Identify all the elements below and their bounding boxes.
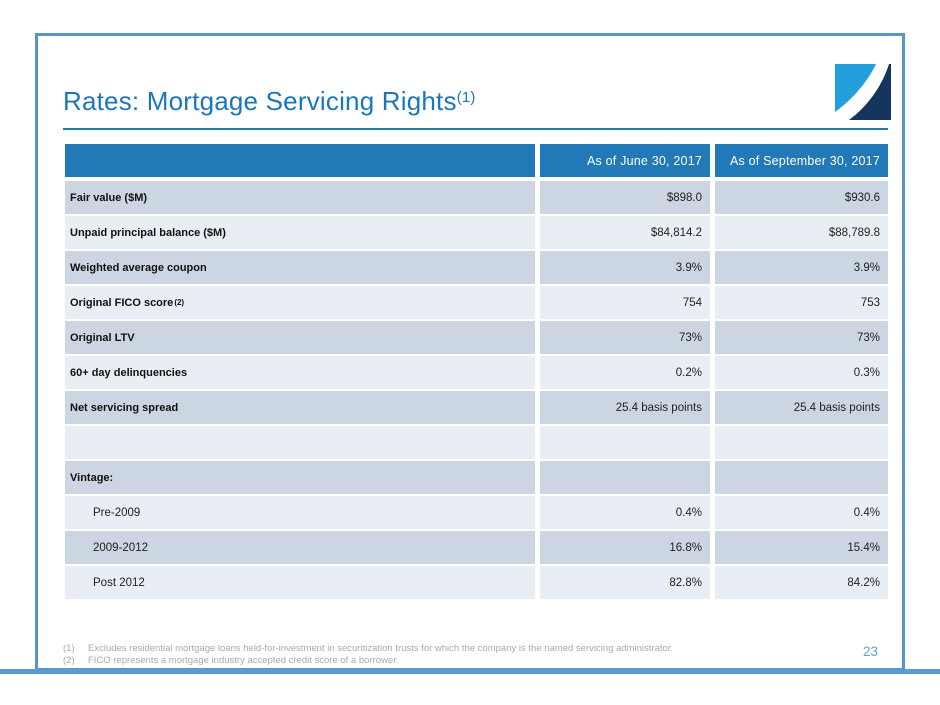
row-label: 60+ day delinquencies — [65, 356, 535, 389]
table-row: Unpaid principal balance ($M) $84,814.2 $8… — [65, 216, 888, 249]
value-jun30: 3.9% — [540, 251, 710, 284]
value-sep30: 73% — [715, 321, 888, 354]
table-row — [65, 426, 888, 459]
footnote-2: (2) FICO represents a mortgage industry … — [63, 655, 823, 667]
footnote-2-text: FICO represents a mortgage industry acce… — [88, 655, 399, 666]
footnote-1: (1) Excludes residential mortgage loans … — [63, 643, 823, 655]
footnotes: (1) Excludes residential mortgage loans … — [63, 643, 823, 667]
value-jun30: 73% — [540, 321, 710, 354]
table-row: 2009-2012 16.8% 15.4% — [65, 531, 888, 564]
page-title-footnote-ref: (1) — [456, 89, 476, 106]
bottom-accent-bar — [0, 669, 940, 674]
row-label-footnote-ref: (2) — [174, 298, 185, 307]
value-jun30: 25.4 basis points — [540, 391, 710, 424]
footnote-1-marker: (1) — [63, 643, 75, 654]
value-jun30 — [540, 426, 710, 459]
table-body: Fair value ($M) $898.0 $930.6 Unpaid princi… — [65, 181, 888, 599]
table-row: Original LTV 73% 73% — [65, 321, 888, 354]
value-sep30 — [715, 426, 888, 459]
row-label: Pre-2009 — [65, 496, 535, 529]
value-jun30: 0.2% — [540, 356, 710, 389]
table-header-row: As of June 30, 2017 As of September 30, … — [65, 144, 888, 177]
title-divider — [63, 128, 888, 130]
value-sep30: 3.9% — [715, 251, 888, 284]
table-row: 60+ day delinquencies 0.2% 0.3% — [65, 356, 888, 389]
value-jun30: $84,814.2 — [540, 216, 710, 249]
row-label: Weighted average coupon — [65, 251, 535, 284]
company-logo — [835, 64, 891, 120]
table-row: Post 2012 82.8% 84.2% — [65, 566, 888, 599]
slide-frame: Rates: Mortgage Servicing Rights(1) As o… — [35, 33, 905, 671]
row-label: Original FICO score (2) — [65, 286, 535, 319]
footnote-2-marker: (2) — [63, 655, 75, 666]
value-jun30: 82.8% — [540, 566, 710, 599]
table-row: Pre-2009 0.4% 0.4% — [65, 496, 888, 529]
value-sep30: $930.6 — [715, 181, 888, 214]
footnote-1-text: Excludes residential mortgage loans held… — [88, 643, 674, 654]
value-sep30: 15.4% — [715, 531, 888, 564]
table-row: Net servicing spread 25.4 basis points 25.… — [65, 391, 888, 424]
row-label: Vintage: — [65, 461, 535, 494]
header-col-sep30: As of September 30, 2017 — [715, 144, 888, 177]
header-label-cell — [65, 144, 535, 177]
table-row: Fair value ($M) $898.0 $930.6 — [65, 181, 888, 214]
header-col-jun30: As of June 30, 2017 — [540, 144, 710, 177]
value-jun30: 0.4% — [540, 496, 710, 529]
page-title-text: Rates: Mortgage Servicing Rights — [63, 86, 457, 116]
value-sep30: 753 — [715, 286, 888, 319]
value-jun30 — [540, 461, 710, 494]
value-sep30: $88,789.8 — [715, 216, 888, 249]
page-title: Rates: Mortgage Servicing Rights(1) — [63, 86, 476, 117]
row-label: 2009-2012 — [65, 531, 535, 564]
value-jun30: 16.8% — [540, 531, 710, 564]
value-sep30: 25.4 basis points — [715, 391, 888, 424]
company-logo-icon — [835, 64, 891, 120]
value-jun30: 754 — [540, 286, 710, 319]
table-row: Vintage: — [65, 461, 888, 494]
value-sep30: 0.3% — [715, 356, 888, 389]
row-label: Post 2012 — [65, 566, 535, 599]
msr-table: As of June 30, 2017 As of September 30, … — [65, 144, 888, 601]
value-jun30: $898.0 — [540, 181, 710, 214]
table-row: Weighted average coupon 3.9% 3.9% — [65, 251, 888, 284]
page-number: 23 — [862, 644, 878, 659]
table-row: Original FICO score (2) 754 753 — [65, 286, 888, 319]
row-label: Unpaid principal balance ($M) — [65, 216, 535, 249]
row-label: Fair value ($M) — [65, 181, 535, 214]
value-sep30: 84.2% — [715, 566, 888, 599]
row-label: Original LTV — [65, 321, 535, 354]
row-label: Net servicing spread — [65, 391, 535, 424]
row-label — [65, 426, 535, 459]
value-sep30 — [715, 461, 888, 494]
value-sep30: 0.4% — [715, 496, 888, 529]
